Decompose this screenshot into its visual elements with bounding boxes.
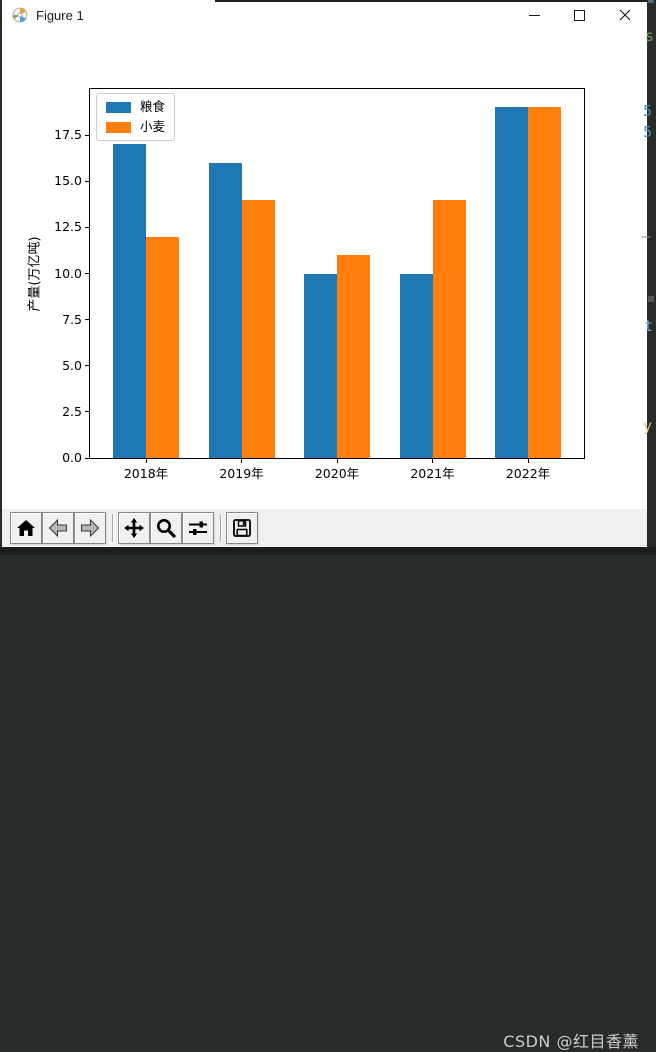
minimize-icon — [529, 14, 540, 16]
title-bar: Figure 1 — [2, 0, 647, 30]
back-button[interactable] — [42, 512, 74, 544]
background-scrollbar-fragment — [648, 296, 654, 302]
x-tick-mark — [145, 459, 147, 463]
x-tick-mark — [336, 459, 338, 463]
bar-series1-2022年 — [528, 107, 561, 458]
bar-series1-2018年 — [146, 236, 179, 458]
x-tick-mark — [432, 459, 433, 463]
move-arrows-icon — [124, 518, 144, 538]
legend: 粮食 小麦 — [96, 93, 176, 141]
toolbar-separator — [112, 514, 113, 542]
y-tick-label: 12.5 — [54, 219, 82, 235]
forward-button[interactable] — [74, 512, 106, 544]
y-tick-label: 15.0 — [54, 173, 82, 189]
y-tick-mark — [85, 226, 89, 228]
background-strip-top — [215, 0, 656, 2]
y-tick-label: 7.5 — [62, 311, 82, 327]
y-tick-label: 5.0 — [62, 357, 82, 373]
background-editor-fragment: t — [644, 317, 654, 335]
legend-label: 粮食 — [140, 99, 166, 114]
y-tick-mark — [85, 134, 89, 136]
magnifier-icon — [157, 519, 176, 538]
bar-series1-2020年 — [337, 255, 370, 458]
maximize-icon — [574, 9, 585, 21]
legend-swatch-grain — [106, 101, 131, 113]
legend-entry: 小麦 — [106, 120, 165, 134]
legend-entry: 粮食 — [106, 100, 165, 114]
x-tick-label: 2021年 — [410, 466, 455, 481]
home-button[interactable] — [10, 512, 42, 544]
bar-series0-2019年 — [208, 162, 242, 458]
close-button[interactable] — [602, 0, 647, 30]
background-editor-fragment: 5 — [643, 123, 653, 141]
y-tick-mark — [85, 180, 89, 182]
minimize-button[interactable] — [512, 0, 557, 30]
background-editor-fragment: y — [643, 417, 653, 435]
arrow-right-icon — [81, 518, 100, 538]
configure-subplots-button[interactable] — [182, 512, 214, 544]
arrow-left-icon — [48, 518, 67, 538]
bar-series1-2019年 — [241, 199, 275, 458]
y-tick-mark — [85, 365, 89, 367]
matplotlib-logo-icon — [12, 7, 28, 23]
bar-series1-2021年 — [432, 199, 466, 458]
window-title: Figure 1 — [36, 7, 84, 23]
x-tick-mark — [241, 459, 242, 463]
background-editor-fragment: 5 — [643, 102, 653, 120]
x-tick-label: 2019年 — [219, 466, 264, 481]
maximize-button[interactable] — [557, 0, 602, 30]
background-editor-fragment: — — [641, 227, 651, 245]
bar-series0-2018年 — [113, 144, 146, 458]
y-tick-mark — [85, 457, 89, 459]
x-tick-label: 2020年 — [314, 466, 360, 481]
background-strip-bottom — [0, 547, 656, 555]
y-tick-mark — [85, 273, 89, 274]
y-tick-label: 2.5 — [62, 403, 82, 419]
x-tick-label: 2018年 — [123, 466, 169, 481]
legend-label: 小麦 — [140, 119, 166, 134]
y-tick-mark — [85, 411, 89, 413]
axes: 产量(万亿吨) 粮食 小麦 0.0 2.5 5.0 7.5 10.0 12.5 15.0 17… — [28, 88, 585, 481]
y-tick-label: 17.5 — [54, 127, 82, 143]
y-tick-label: 0.0 — [62, 450, 82, 465]
save-button[interactable] — [226, 512, 258, 544]
x-tick-mark — [527, 459, 529, 463]
zoom-button[interactable] — [150, 512, 182, 544]
sliders-icon — [189, 521, 207, 535]
floppy-disk-icon — [233, 519, 251, 537]
navigation-toolbar: CSDN @红目香薰 — [2, 509, 647, 1051]
toolbar-separator — [220, 514, 221, 542]
close-icon — [619, 9, 630, 21]
csdn-watermark: CSDN @红目香薰 — [503, 1032, 639, 1051]
x-tick-label: 2022年 — [505, 466, 551, 481]
caption-buttons — [512, 0, 647, 30]
legend-swatch-wheat — [106, 121, 131, 133]
background-editor-fragment: s — [645, 27, 655, 45]
bar-series0-2022年 — [495, 107, 528, 458]
y-tick-label: 10.0 — [54, 265, 82, 281]
bar-series0-2021年 — [399, 273, 433, 458]
pan-button[interactable] — [118, 512, 150, 544]
bar-series0-2020年 — [304, 273, 337, 458]
background-scrollbar-fragment — [648, 0, 654, 3]
home-icon — [17, 520, 35, 536]
y-tick-mark — [85, 319, 89, 321]
